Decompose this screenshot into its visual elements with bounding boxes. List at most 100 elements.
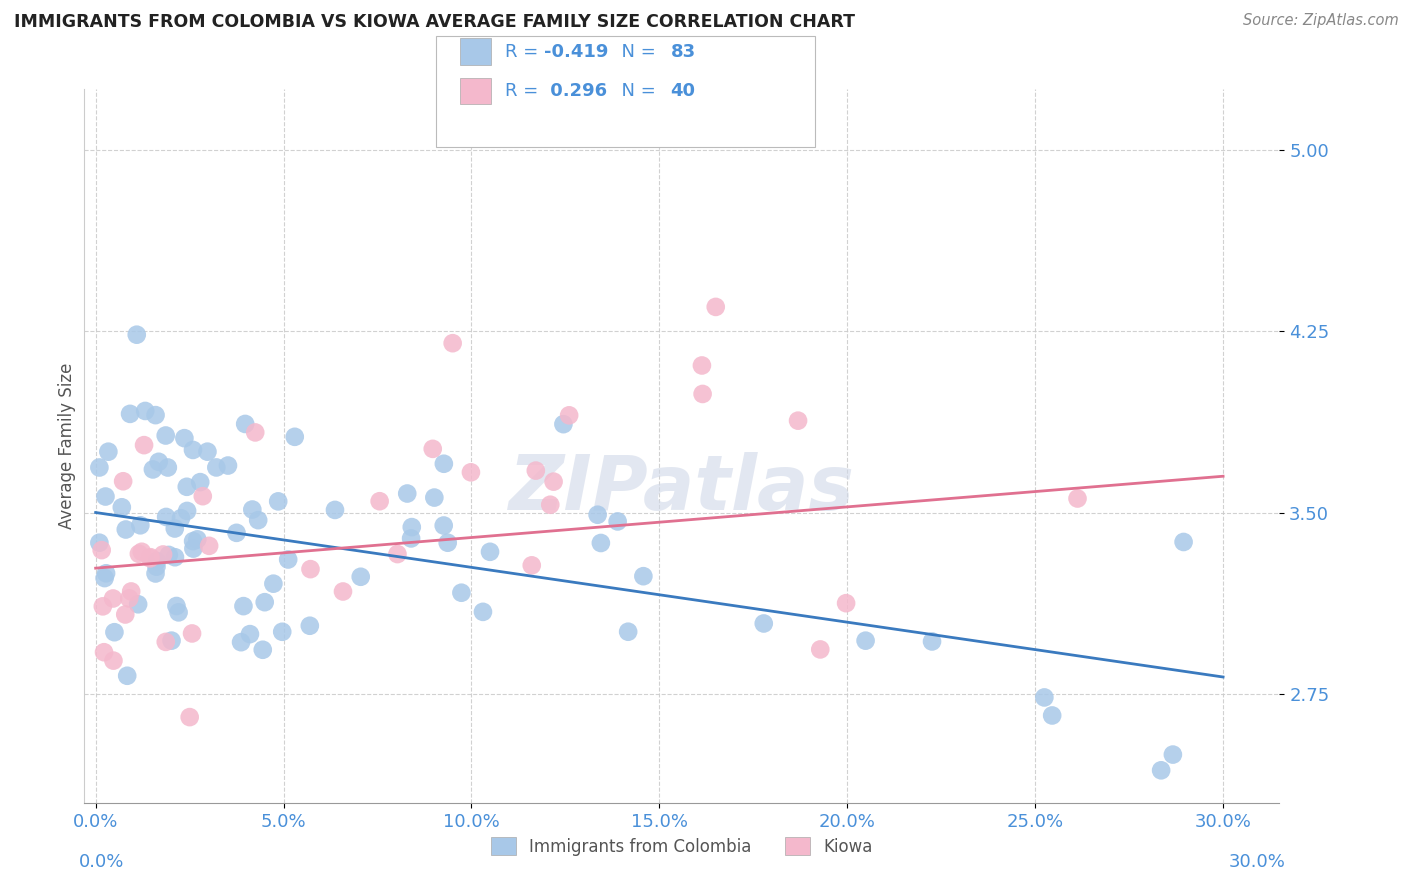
Text: N =: N = [610, 43, 662, 61]
Point [157, 548, 180, 562]
Point [332, 584, 354, 599]
Point [94, 490, 117, 504]
Point [114, 523, 136, 537]
Point [299, 562, 322, 576]
Point [368, 494, 391, 508]
Point [399, 532, 422, 546]
Point [97, 444, 120, 458]
Text: IMMIGRANTS FROM COLOMBIA VS KIOWA AVERAGE FAMILY SIZE CORRELATION CHART: IMMIGRANTS FROM COLOMBIA VS KIOWA AVERAG… [14, 13, 855, 31]
Point [179, 710, 201, 724]
Point [460, 465, 482, 479]
Point [90, 543, 112, 558]
Legend: Immigrants from Colombia, Kiowa: Immigrants from Colombia, Kiowa [485, 830, 879, 863]
Point [145, 408, 167, 422]
Point [1161, 747, 1184, 762]
Point [188, 475, 211, 490]
Point [155, 635, 177, 649]
Point [132, 438, 155, 452]
Point [692, 387, 714, 401]
Point [142, 462, 165, 476]
Point [103, 654, 125, 668]
Point [152, 548, 174, 562]
Point [1066, 491, 1088, 506]
Point [240, 502, 263, 516]
Point [1150, 764, 1173, 778]
Point [101, 591, 124, 606]
Point [183, 541, 205, 556]
Point [524, 464, 547, 478]
Point [284, 430, 307, 444]
Point [239, 627, 262, 641]
Point [855, 633, 877, 648]
Point [156, 460, 179, 475]
Point [277, 552, 299, 566]
Point [181, 534, 204, 549]
Point [553, 417, 575, 432]
Point [217, 458, 239, 473]
Point [128, 547, 150, 561]
Text: R =: R = [505, 43, 544, 61]
Point [387, 547, 409, 561]
Point [129, 518, 152, 533]
Point [479, 545, 502, 559]
Point [111, 500, 134, 515]
Point [91, 599, 114, 614]
Point [267, 494, 290, 508]
Point [1173, 535, 1195, 549]
Point [181, 442, 204, 457]
Point [134, 404, 156, 418]
Point [181, 626, 204, 640]
Point [93, 645, 115, 659]
Point [131, 545, 153, 559]
Point [606, 515, 628, 529]
Point [139, 551, 162, 566]
Text: N =: N = [610, 82, 662, 100]
Point [233, 417, 256, 431]
Text: 30.0%: 30.0% [1229, 853, 1285, 871]
Point [148, 455, 170, 469]
Point [690, 359, 713, 373]
Point [155, 428, 177, 442]
Point [139, 550, 162, 565]
Point [114, 607, 136, 622]
Point [93, 571, 115, 585]
Point [253, 595, 276, 609]
Text: R =: R = [505, 82, 544, 100]
Point [115, 669, 138, 683]
Point [401, 520, 423, 534]
Point [191, 489, 214, 503]
Point [558, 409, 581, 423]
Point [538, 498, 561, 512]
Point [262, 576, 284, 591]
Point [176, 480, 198, 494]
Point [704, 300, 727, 314]
Text: 0.0%: 0.0% [79, 853, 124, 871]
Point [433, 518, 456, 533]
Text: -0.419: -0.419 [544, 43, 609, 61]
Text: 40: 40 [671, 82, 696, 100]
Point [245, 425, 267, 440]
Point [422, 442, 444, 456]
Point [298, 619, 321, 633]
Point [229, 635, 252, 649]
Point [752, 616, 775, 631]
Point [835, 596, 858, 610]
Point [197, 444, 219, 458]
Point [166, 599, 188, 613]
Y-axis label: Average Family Size: Average Family Size [58, 363, 76, 529]
Point [350, 570, 373, 584]
Point [271, 624, 294, 639]
Point [423, 491, 446, 505]
Point [94, 566, 117, 581]
Text: Source: ZipAtlas.com: Source: ZipAtlas.com [1243, 13, 1399, 29]
Point [433, 457, 456, 471]
Point [520, 558, 543, 573]
Text: 0.296: 0.296 [544, 82, 607, 100]
Point [167, 605, 190, 619]
Point [173, 431, 195, 445]
Point [127, 597, 149, 611]
Point [125, 327, 148, 342]
Point [232, 599, 254, 614]
Point [396, 486, 419, 500]
Point [120, 584, 142, 599]
